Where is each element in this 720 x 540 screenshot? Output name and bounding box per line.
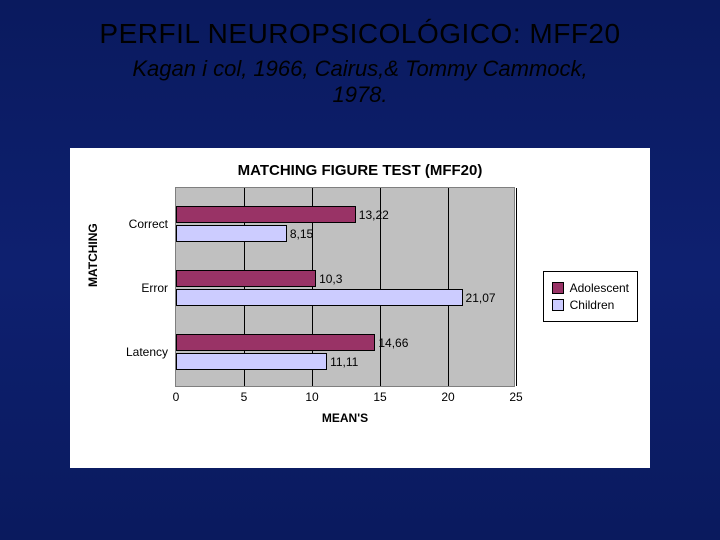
legend-swatch-adolescent [552, 282, 564, 294]
bar-error-adolescent: 10,3 [176, 270, 316, 287]
legend-label-adolescent: Adolescent [570, 281, 629, 295]
bar-label: 21,07 [466, 290, 496, 307]
slide-subtitle: Kagan i col, 1966, Cairus,& Tommy Cammoc… [0, 56, 720, 109]
x-tick-label: 10 [305, 390, 318, 404]
bar-label: 14,66 [378, 335, 408, 352]
legend-swatch-children [552, 299, 564, 311]
x-tick-label: 0 [173, 390, 180, 404]
subtitle-line1: Kagan i col, 1966, Cairus,& Tommy Cammoc… [132, 56, 587, 81]
gridline [448, 188, 449, 386]
chart-title: MATCHING FIGURE TEST (MFF20) [70, 148, 650, 187]
legend-item-children: Children [552, 298, 629, 312]
plot-area: 0510152025Correct13,228,15Error10,321,07… [175, 187, 515, 387]
bar-latency-adolescent: 14,66 [176, 334, 375, 351]
x-tick-label: 20 [441, 390, 454, 404]
y-tick-label: Error [108, 281, 168, 295]
y-tick-label: Correct [108, 217, 168, 231]
legend: Adolescent Children [543, 271, 638, 322]
bar-label: 10,3 [319, 271, 342, 288]
y-axis-title: MATCHING [86, 223, 100, 287]
bar-label: 13,22 [359, 207, 389, 224]
bar-latency-children: 11,11 [176, 353, 327, 370]
x-tick-label: 25 [509, 390, 522, 404]
bar-correct-adolescent: 13,22 [176, 206, 356, 223]
bar-label: 8,15 [290, 226, 313, 243]
y-tick-label: Latency [108, 345, 168, 359]
gridline [516, 188, 517, 386]
legend-item-adolescent: Adolescent [552, 281, 629, 295]
bar-correct-children: 8,15 [176, 225, 287, 242]
bar-label: 11,11 [330, 354, 358, 371]
x-axis-title: MEAN'S [175, 411, 515, 425]
x-tick-label: 15 [373, 390, 386, 404]
subtitle-line2: 1978. [332, 82, 387, 107]
legend-label-children: Children [570, 298, 615, 312]
x-tick-label: 5 [241, 390, 248, 404]
slide-title: PERFIL NEUROPSICOLÓGICO: MFF20 [0, 0, 720, 50]
bar-error-children: 21,07 [176, 289, 463, 306]
chart-container: MATCHING FIGURE TEST (MFF20) MATCHING 0 5… [70, 148, 650, 468]
chart-body: MATCHING 0 5 10 15 20 25 Correct 13,22 8,15 Error… [70, 187, 650, 427]
